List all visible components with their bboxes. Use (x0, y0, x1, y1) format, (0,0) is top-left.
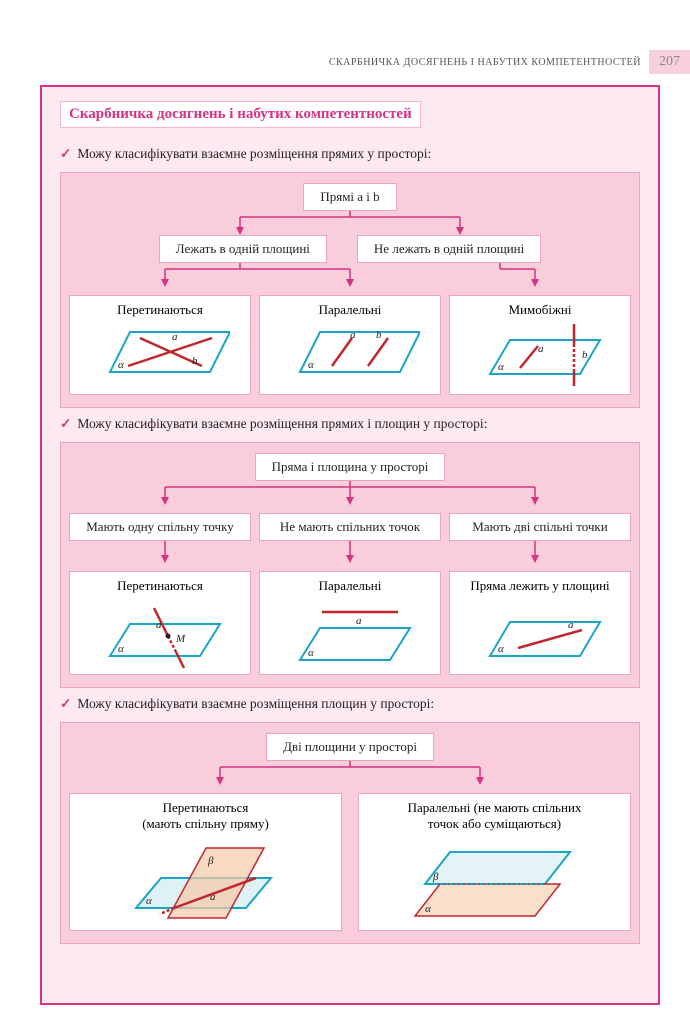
svg-text:a: a (538, 343, 544, 355)
bullet-1: ✓Можу класифікувати взаємне розміщення п… (60, 146, 640, 162)
leaf-1-2: Паралельні a b α (259, 295, 441, 395)
diagram-intersecting-planes-icon: a α β (106, 836, 306, 926)
leaf-2-1: Перетинаються a M α (69, 571, 251, 675)
connector-icon (70, 481, 630, 505)
svg-text:α: α (146, 895, 152, 907)
diagram-intersecting-lines-icon: a b α (90, 322, 230, 382)
check-icon: ✓ (60, 696, 71, 711)
flow-mid-2a: Мають одну спільну точку (69, 513, 251, 541)
leaf-1-3: Мимобіжні a b α (449, 295, 631, 395)
leaf-1-1: Перетинаються a b α (69, 295, 251, 395)
check-icon: ✓ (60, 416, 71, 431)
check-icon: ✓ (60, 146, 71, 161)
svg-text:b: b (192, 355, 198, 367)
diagram-parallel-planes-icon: β α (385, 836, 605, 926)
flowchart-3: Дві площини у просторі Перетинаються(маю… (60, 722, 640, 944)
connector-icon (70, 761, 630, 785)
flow-mid-2b: Не мають спільних точок (259, 513, 441, 541)
connector-icon (70, 263, 630, 287)
svg-text:b: b (582, 349, 588, 361)
flowchart-2: Пряма і площина у просторі Мають одну сп… (60, 442, 640, 688)
main-content-box: Скарбничка досягнень і набутих компетент… (40, 85, 660, 1005)
diagram-line-parallel-plane-icon: a α (280, 598, 420, 670)
flow-mid-1a: Лежать в одній площині (159, 235, 327, 263)
flow-root-2: Пряма і площина у просторі (255, 453, 446, 481)
svg-text:a: a (568, 619, 574, 631)
svg-text:a: a (172, 331, 178, 343)
bullet-3: ✓Можу класифікувати взаємне розміщення п… (60, 696, 640, 712)
running-title: Скарбничка досягнень і набутих компетент… (329, 57, 641, 68)
diagram-skew-lines-icon: a b α (470, 322, 610, 390)
svg-text:M: M (175, 633, 186, 645)
diagram-line-in-plane-icon: a α (470, 598, 610, 670)
flow-root-3: Дві площини у просторі (266, 733, 434, 761)
leaf-3-2: Паралельні (не мають спільнихточок або с… (358, 793, 631, 931)
page-header: Скарбничка досягнень і набутих компетент… (329, 50, 690, 74)
flow-root-1: Прямі a і b (303, 183, 396, 211)
svg-text:a: a (156, 619, 162, 631)
svg-text:a: a (356, 615, 362, 627)
svg-text:α: α (118, 643, 124, 655)
leaf-3-1: Перетинаються(мають спільну пряму) a α β (69, 793, 342, 931)
svg-text:a: a (210, 891, 216, 903)
svg-text:α: α (425, 903, 431, 915)
connector-icon (70, 541, 630, 563)
bullet-2: ✓Можу класифікувати взаємне розміщення п… (60, 416, 640, 432)
svg-text:α: α (308, 359, 314, 371)
svg-text:b: b (376, 329, 382, 341)
diagram-parallel-lines-icon: a b α (280, 322, 420, 382)
flowchart-1: Прямі a і b Лежать в одній площині Не ле… (60, 172, 640, 408)
svg-text:a: a (350, 329, 356, 341)
diagram-line-intersects-plane-icon: a M α (90, 598, 230, 670)
connector-icon (70, 211, 630, 235)
svg-text:α: α (498, 361, 504, 373)
flow-mid-2c: Мають дві спільні точки (449, 513, 631, 541)
leaf-2-2: Паралельні a α (259, 571, 441, 675)
svg-text:β: β (207, 855, 214, 867)
svg-text:α: α (308, 647, 314, 659)
svg-text:α: α (498, 643, 504, 655)
flow-mid-1b: Не лежать в одній площині (357, 235, 541, 263)
page: Скарбничка досягнень і набутих компетент… (0, 0, 690, 1025)
leaf-2-3: Пряма лежить у площині a α (449, 571, 631, 675)
main-title: Скарбничка досягнень і набутих компетент… (60, 101, 421, 128)
svg-text:β: β (432, 871, 439, 883)
page-number: 207 (649, 50, 690, 74)
svg-text:α: α (118, 359, 124, 371)
